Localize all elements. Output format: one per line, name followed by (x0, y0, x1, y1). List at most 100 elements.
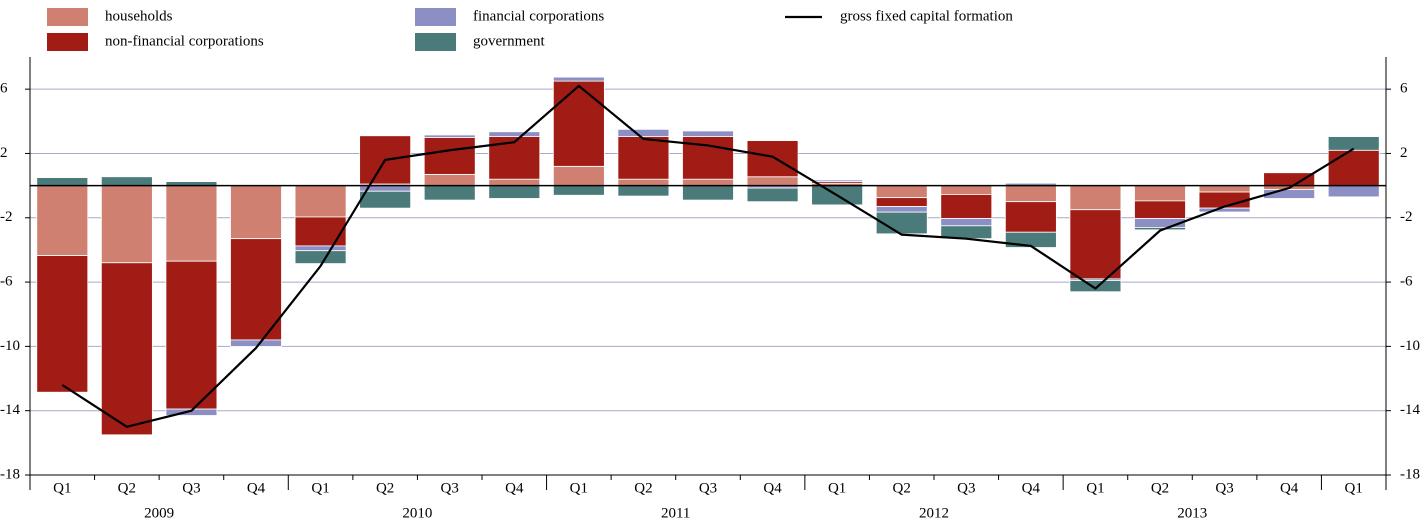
bar (294, 185, 347, 218)
bar (1134, 200, 1186, 219)
y-tick-label: -18 (0, 466, 20, 482)
x-tick-label: Q2 (118, 480, 136, 496)
y-tick-label: -6 (0, 274, 13, 290)
x-tick-label: Q1 (1345, 480, 1363, 496)
y-tick-label: 2 (0, 145, 8, 161)
bar (811, 179, 864, 182)
y-tick-label: -14 (0, 402, 20, 418)
y-tick-label: 2 (1400, 145, 1408, 161)
bar (875, 206, 928, 213)
bar (746, 140, 799, 178)
bar (423, 134, 476, 138)
bar (1327, 136, 1380, 151)
bar (746, 176, 799, 187)
bar (423, 136, 476, 175)
bar (423, 173, 476, 187)
bar (875, 197, 928, 207)
x-tick-label: Q3 (441, 480, 459, 496)
legend-swatch (415, 8, 456, 26)
legend-label: non-financial corporations (105, 33, 264, 49)
x-tick-label: Q1 (311, 480, 329, 496)
x-tick-label: Q2 (893, 480, 911, 496)
x-tick-label: Q4 (247, 480, 266, 496)
y-tick-label: -18 (1400, 466, 1420, 482)
x-tick-label: Q1 (1086, 480, 1104, 496)
bar (682, 130, 734, 137)
bar (552, 80, 605, 167)
legend-label: households (105, 8, 173, 24)
x-tick-label: Q2 (1151, 480, 1169, 496)
x-tick-label: Q3 (957, 480, 975, 496)
y-tick-label: -6 (1400, 274, 1413, 290)
bar (1263, 172, 1316, 187)
bar (1263, 189, 1316, 199)
legend-swatch (47, 8, 88, 26)
legend-label: gross fixed capital formation (840, 8, 1013, 24)
bar (294, 216, 347, 247)
bar (1069, 280, 1122, 293)
x-tick-label: Q1 (53, 480, 71, 496)
bar (617, 178, 670, 187)
bar (1069, 209, 1122, 280)
bar (552, 185, 605, 196)
line (61, 84, 1355, 428)
bar (230, 339, 282, 347)
x-tick-label: Q1 (570, 480, 588, 496)
bar (294, 250, 347, 264)
bar (1327, 149, 1380, 187)
bar (1004, 201, 1057, 233)
bar (36, 177, 89, 187)
legend-label: financial corporations (473, 8, 604, 24)
bar (488, 131, 541, 137)
y-tick-label: 6 (1400, 81, 1408, 97)
bar (617, 185, 670, 197)
x-tick-label: Q4 (505, 480, 524, 496)
x-tick-label: Q4 (763, 480, 782, 496)
y-tick-label: -2 (1400, 209, 1413, 225)
bar (165, 185, 218, 262)
y-tick-label: -10 (0, 338, 20, 354)
x-tick-label: Q4 (1022, 480, 1041, 496)
bar (359, 190, 412, 209)
x-tick-label: Q2 (376, 480, 394, 496)
bar (165, 260, 218, 410)
group-label: 2012 (919, 505, 949, 521)
bar (36, 255, 89, 393)
bar (423, 185, 476, 201)
bar (100, 185, 153, 264)
bar (294, 245, 347, 252)
bar (940, 194, 993, 219)
bar (1198, 207, 1251, 213)
bar (488, 185, 541, 199)
x-tick-label: Q3 (1215, 480, 1233, 496)
group-label: 2013 (1177, 505, 1207, 521)
y-tick-label: -14 (1400, 402, 1420, 418)
y-tick-label: 6 (0, 81, 8, 97)
bar (165, 408, 218, 416)
legend-swatch (415, 33, 456, 51)
bar (1198, 185, 1251, 193)
group-label: 2010 (402, 505, 432, 521)
bar (682, 178, 734, 187)
bar (100, 176, 153, 187)
x-tick-label: Q2 (634, 480, 652, 496)
y-tick-label: -10 (1400, 338, 1420, 354)
group-label: 2009 (144, 505, 174, 521)
bar (552, 165, 605, 187)
legend-label: government (473, 33, 545, 49)
x-tick-label: Q4 (1280, 480, 1299, 496)
x-tick-label: Q3 (182, 480, 200, 496)
y-tick-label: -2 (0, 209, 13, 225)
bar (359, 135, 412, 185)
bar (940, 185, 993, 195)
x-tick-label: Q1 (828, 480, 846, 496)
group-label: 2011 (661, 505, 690, 521)
bar (552, 76, 605, 82)
bar (1198, 211, 1251, 214)
bar (1327, 185, 1380, 198)
bar (230, 185, 282, 240)
bar (488, 178, 541, 187)
bar (940, 218, 993, 227)
bar (1069, 185, 1122, 211)
